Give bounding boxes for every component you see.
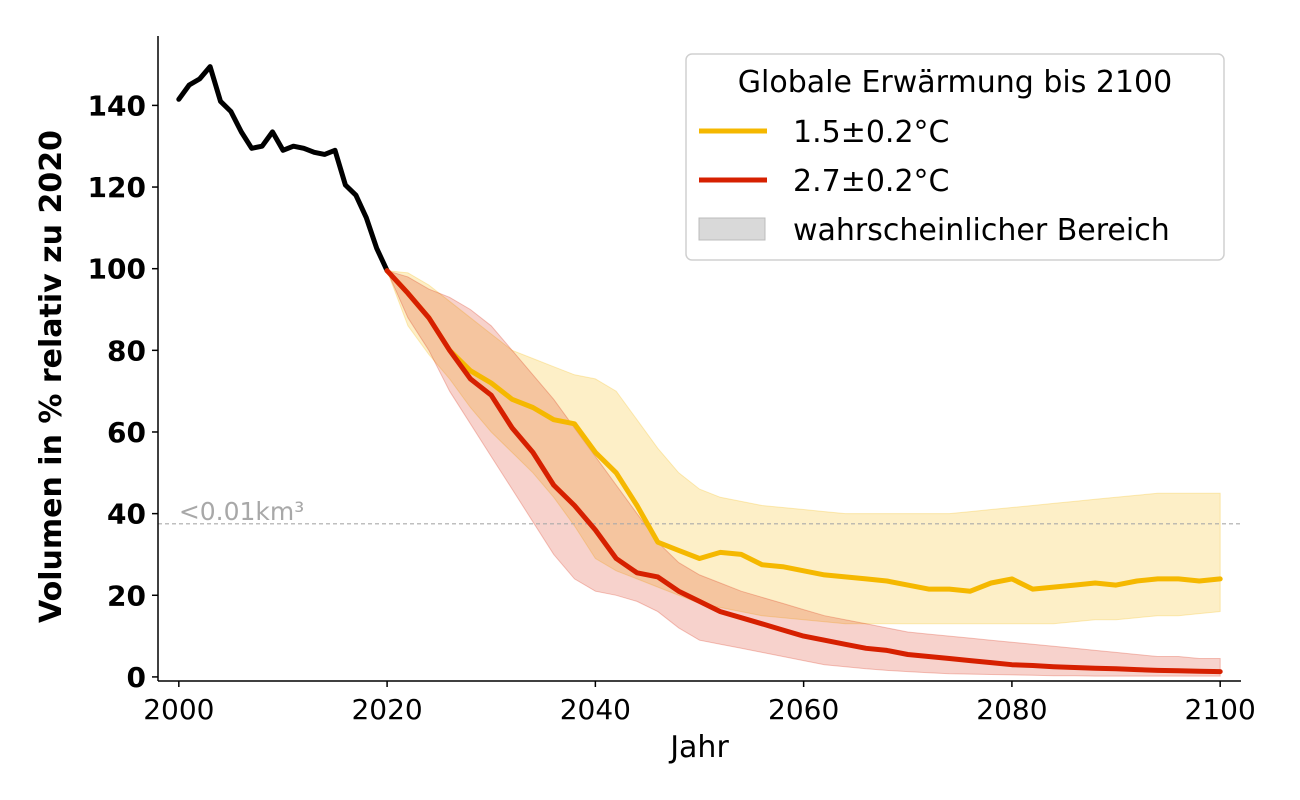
legend-swatch-range bbox=[698, 217, 766, 241]
legend-entry-low: 1.5±0.2°C bbox=[793, 115, 950, 150]
ticks: 2000 2020 2040 2060 2080 21000204060801001201… bbox=[88, 89, 1256, 726]
range-band-low bbox=[386, 270, 1221, 625]
y-tick-label: 60 bbox=[107, 416, 146, 449]
series-line-low bbox=[384, 268, 1223, 594]
legend: Globale Erwärmung bis 2100 1.5±0.2°C 2.7… bbox=[685, 53, 1225, 261]
axes bbox=[157, 36, 1241, 682]
y-tick-label: 120 bbox=[88, 171, 146, 204]
historical-line bbox=[176, 64, 390, 274]
x-tick-label: 2000 bbox=[143, 693, 214, 726]
threshold-annotation: <0.01km³ bbox=[179, 497, 304, 526]
uncertainty-bands bbox=[386, 269, 1221, 677]
range-band-high bbox=[386, 269, 1221, 677]
legend-title: Globale Erwärmung bis 2100 bbox=[738, 65, 1172, 100]
x-axis-label: Jahr bbox=[668, 730, 729, 765]
y-tick-label: 100 bbox=[88, 253, 146, 286]
y-axis-label: Volumen in % relativ zu 2020 bbox=[34, 130, 69, 623]
x-tick-label: 2100 bbox=[1185, 693, 1256, 726]
y-tick-label: 20 bbox=[107, 579, 146, 612]
x-tick-label: 2020 bbox=[351, 693, 422, 726]
y-tick-label: 40 bbox=[107, 498, 146, 531]
y-tick-label: 0 bbox=[127, 661, 146, 694]
y-tick-label: 140 bbox=[88, 89, 146, 122]
legend-entry-high: 2.7±0.2°C bbox=[793, 164, 950, 199]
y-tick-label: 80 bbox=[107, 334, 146, 367]
legend-entry-range: wahrscheinlicher Bereich bbox=[793, 213, 1170, 248]
x-tick-label: 2080 bbox=[976, 693, 1047, 726]
x-tick-label: 2040 bbox=[560, 693, 631, 726]
series-line-high bbox=[384, 268, 1223, 675]
series-lines bbox=[176, 64, 1223, 675]
legend-frame bbox=[685, 53, 1225, 261]
x-tick-label: 2060 bbox=[768, 693, 839, 726]
